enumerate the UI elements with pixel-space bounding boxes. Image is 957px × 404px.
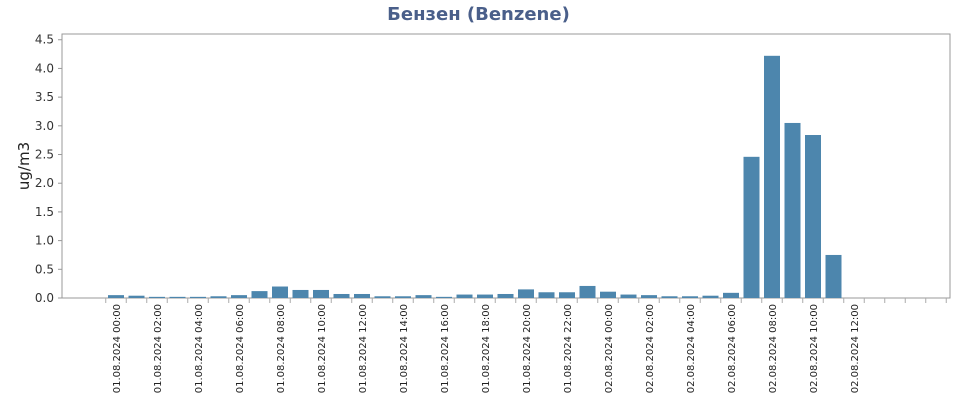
x-tick-label: 01.08.2024 04:00 — [194, 304, 205, 393]
x-tick-label: 02.08.2024 12:00 — [850, 304, 861, 393]
bar — [600, 291, 616, 298]
bar — [538, 292, 555, 298]
bar — [333, 293, 350, 298]
bar — [149, 296, 165, 298]
x-tick-label: 01.08.2024 20:00 — [522, 304, 533, 393]
bar — [620, 294, 637, 298]
x-tick-label: 01.08.2024 02:00 — [153, 304, 164, 393]
bar — [108, 295, 124, 298]
y-tick-label: 3.0 — [35, 119, 54, 133]
x-tick-label: 02.08.2024 08:00 — [768, 304, 779, 393]
bar — [354, 293, 370, 298]
bar — [743, 156, 760, 298]
bar — [559, 292, 575, 298]
bar — [477, 294, 493, 298]
x-tick-label: 02.08.2024 00:00 — [604, 304, 615, 393]
x-tick-label: 01.08.2024 14:00 — [399, 304, 410, 393]
x-tick-label: 01.08.2024 18:00 — [481, 304, 492, 393]
y-tick-label: 1.0 — [35, 234, 54, 248]
bar — [374, 296, 391, 298]
y-tick-label: 2.5 — [35, 148, 54, 162]
y-tick-label: 4.5 — [35, 33, 54, 47]
x-tick-label: 02.08.2024 02:00 — [645, 304, 656, 393]
bar — [723, 292, 739, 298]
bar — [313, 289, 329, 298]
x-tick-label: 02.08.2024 06:00 — [727, 304, 738, 393]
y-tick-label: 4.0 — [35, 61, 54, 75]
x-tick-label: 01.08.2024 08:00 — [276, 304, 287, 393]
bar — [805, 135, 821, 298]
bar — [415, 295, 432, 298]
bar — [210, 296, 227, 298]
x-tick-label: 01.08.2024 00:00 — [112, 304, 123, 393]
x-tick-label: 01.08.2024 06:00 — [235, 304, 246, 393]
bar — [251, 291, 268, 298]
bar — [292, 289, 309, 298]
bar — [497, 293, 514, 298]
y-axis-label: ug/m3 — [15, 142, 33, 190]
bar — [169, 296, 186, 298]
y-tick-label: 0.5 — [35, 262, 54, 276]
bar — [128, 295, 145, 298]
bar — [661, 296, 678, 298]
x-axis: 01.08.2024 00:00 01.08.2024 02:00 01.08.20… — [105, 298, 947, 393]
bar — [579, 285, 596, 298]
x-tick-label: 01.08.2024 10:00 — [317, 304, 328, 393]
bar — [436, 296, 452, 298]
y-tick-label: 1.5 — [35, 205, 54, 219]
plot-area — [61, 33, 951, 299]
x-tick-label: 01.08.2024 22:00 — [563, 304, 574, 393]
x-tick-label: 02.08.2024 10:00 — [809, 304, 820, 393]
bar — [682, 296, 698, 298]
y-tick-label: 0.0 — [35, 291, 54, 305]
bar — [784, 122, 801, 299]
bar — [190, 296, 206, 298]
bar — [272, 286, 288, 298]
bar — [395, 296, 411, 298]
chart-title: Бензен (Benzene) — [387, 4, 570, 25]
bar — [764, 55, 780, 298]
bar — [641, 295, 657, 298]
y-tick-label: 2.0 — [35, 176, 54, 190]
bar — [702, 295, 719, 298]
x-tick-label: 01.08.2024 16:00 — [440, 304, 451, 393]
y-tick-label: 3.5 — [35, 90, 54, 104]
bars — [108, 55, 842, 299]
bar — [825, 254, 842, 298]
y-axis: 0.0 0.5 1.0 1.5 2.0 2.5 3.0 3.5 4.0 4.5 — [35, 33, 62, 305]
bar — [456, 294, 473, 298]
bar — [231, 295, 247, 298]
x-tick-label: 01.08.2024 12:00 — [358, 304, 369, 393]
x-tick-label: 02.08.2024 04:00 — [686, 304, 697, 393]
bar — [518, 289, 534, 298]
